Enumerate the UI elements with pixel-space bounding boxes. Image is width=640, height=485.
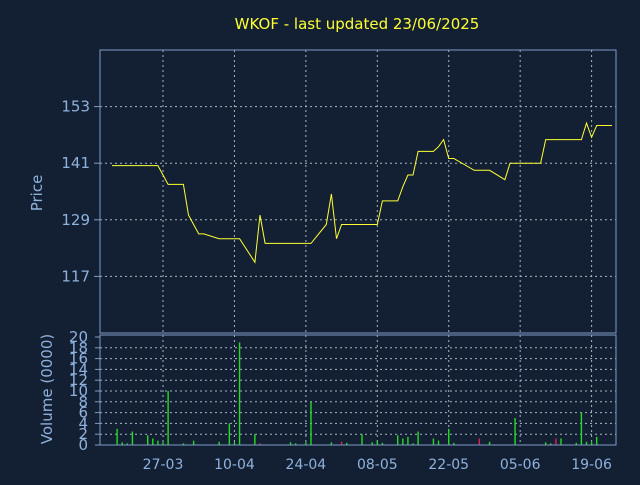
price-tick-labels: 117 129 141 153: [61, 98, 90, 286]
volume-tick-label: 8: [78, 393, 88, 411]
volume-tick-label: 0: [78, 436, 88, 454]
price-gridlines: [94, 50, 616, 333]
price-axis-title: Price: [28, 175, 46, 212]
price-line: [112, 121, 612, 264]
volume-tick-label: 12: [69, 371, 88, 389]
volume-bars: [116, 342, 598, 445]
date-tick-label: 24-04: [286, 457, 327, 473]
chart-title: WKOF - last updated 23/06/2025: [235, 15, 480, 33]
price-plot-frame: [99, 49, 617, 334]
date-tick-label: 27-03: [143, 457, 184, 473]
volume-tick-label: 4: [78, 414, 88, 432]
date-tick-labels: 27-03 10-04 24-04 08-05 22-05 05-06 19-06: [143, 457, 612, 473]
price-tick-label: 141: [61, 154, 90, 172]
volume-tick-label: 6: [78, 404, 88, 422]
date-tick-label: 05-06: [500, 457, 541, 473]
volume-tick-label: 2: [78, 425, 88, 443]
date-tick-label: 19-06: [571, 457, 612, 473]
price-tick-label: 129: [61, 211, 90, 229]
volume-tick-label: 20: [69, 328, 88, 346]
price-tick-label: 153: [61, 98, 90, 116]
volume-plot-frame: [99, 334, 617, 446]
volume-tick-label: 14: [69, 360, 88, 378]
volume-gridlines: [95, 335, 616, 446]
price-tick-label: 117: [61, 267, 90, 285]
volume-tick-label: 18: [69, 339, 88, 357]
date-tick-label: 08-05: [357, 457, 398, 473]
volume-axis-title: Volume (0000): [38, 334, 56, 444]
volume-tick-label: 10: [69, 382, 88, 400]
price-series: [112, 121, 612, 264]
date-tick-label: 10-04: [214, 457, 255, 473]
volume-tick-label: 16: [69, 350, 88, 368]
date-tick-label: 22-05: [428, 457, 469, 473]
